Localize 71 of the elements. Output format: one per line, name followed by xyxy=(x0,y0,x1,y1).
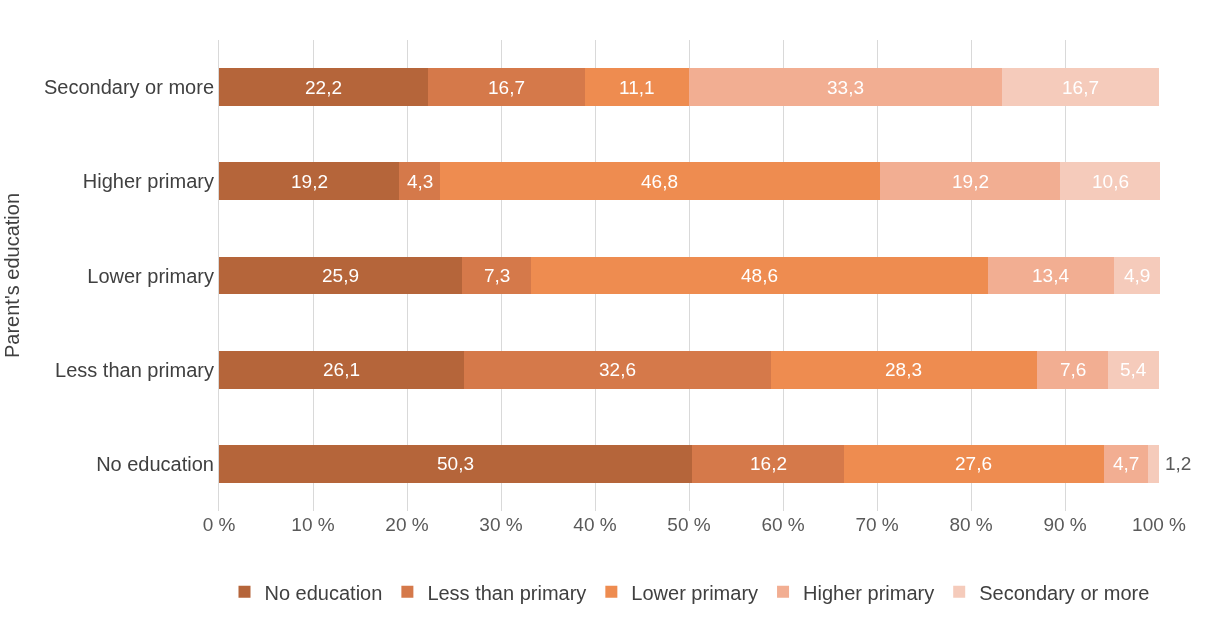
data-label: 19,2 xyxy=(952,171,989,192)
bar xyxy=(1002,68,1160,106)
bar xyxy=(1147,445,1160,483)
data-label: 11,1 xyxy=(619,77,655,98)
x-tick-label: 70 % xyxy=(855,514,899,535)
legend-label: Secondary or more xyxy=(979,581,1150,604)
x-tick-label: 100 % xyxy=(1132,514,1187,535)
y-axis-title: Parent's education xyxy=(1,192,24,359)
x-tick-label: 60 % xyxy=(761,514,805,535)
y-tick-label: Secondary or more xyxy=(43,76,214,99)
bar xyxy=(689,68,1003,106)
legend-label: No education xyxy=(264,581,383,604)
bar xyxy=(462,256,532,295)
bar xyxy=(844,445,1104,483)
data-label: 5,4 xyxy=(1120,359,1147,380)
bar xyxy=(879,162,1061,201)
bar xyxy=(1036,350,1109,389)
bar xyxy=(219,350,465,389)
data-label: 7,3 xyxy=(484,265,511,286)
bar xyxy=(1108,350,1160,389)
bar xyxy=(1103,445,1148,483)
legend-label: Lower primary xyxy=(631,581,759,604)
data-label: 7,6 xyxy=(1060,359,1087,380)
x-tick-label: 20 % xyxy=(385,514,429,535)
data-label: 27,6 xyxy=(955,453,992,474)
y-tick-label: No education xyxy=(96,452,214,475)
bar xyxy=(439,162,880,201)
data-label: 4,9 xyxy=(1124,265,1151,286)
data-label: 22,2 xyxy=(305,77,342,98)
x-tick-label: 10 % xyxy=(291,514,335,535)
data-label: 1,2 xyxy=(1165,453,1192,474)
x-tick-label: 30 % xyxy=(479,514,523,535)
y-tick-label: Less than primary xyxy=(55,358,214,381)
data-label: 28,3 xyxy=(885,359,922,380)
x-tick-label: 40 % xyxy=(573,514,617,535)
bar xyxy=(219,162,400,201)
data-label: 25,9 xyxy=(322,265,359,286)
legend-label: Higher primary xyxy=(803,581,935,604)
bar xyxy=(691,445,845,483)
data-label: 16,7 xyxy=(488,77,525,98)
data-label: 32,6 xyxy=(599,359,636,380)
x-tick-label: 90 % xyxy=(1043,514,1087,535)
legend-label: Less than primary xyxy=(427,581,587,604)
bar xyxy=(770,350,1037,389)
bar xyxy=(1060,162,1160,201)
data-label: 46,8 xyxy=(641,171,678,192)
y-tick-label: Lower primary xyxy=(87,264,214,287)
bar xyxy=(427,68,585,106)
data-label: 19,2 xyxy=(291,171,328,192)
bar xyxy=(584,68,690,106)
x-tick-label: 0 % xyxy=(202,514,236,535)
data-label: 26,1 xyxy=(323,359,360,380)
y-tick-label: Higher primary xyxy=(82,170,214,193)
bar xyxy=(219,445,692,483)
data-label: 4,7 xyxy=(1113,453,1140,474)
data-label: 50,3 xyxy=(437,453,474,474)
data-label: 13,4 xyxy=(1032,265,1070,286)
data-label: 16,2 xyxy=(750,453,787,474)
bar xyxy=(399,162,440,201)
bar xyxy=(531,256,988,295)
bar xyxy=(219,256,463,295)
x-tick-label: 80 % xyxy=(949,514,993,535)
data-label: 33,3 xyxy=(827,77,864,98)
bar xyxy=(219,68,428,106)
data-label: 16,7 xyxy=(1062,77,1099,98)
x-tick-label: 50 % xyxy=(667,514,711,535)
bar xyxy=(987,256,1114,295)
data-label: 4,3 xyxy=(407,171,434,192)
bar xyxy=(464,350,771,389)
data-label: 48,6 xyxy=(741,265,778,286)
data-label: 10,6 xyxy=(1092,171,1129,192)
